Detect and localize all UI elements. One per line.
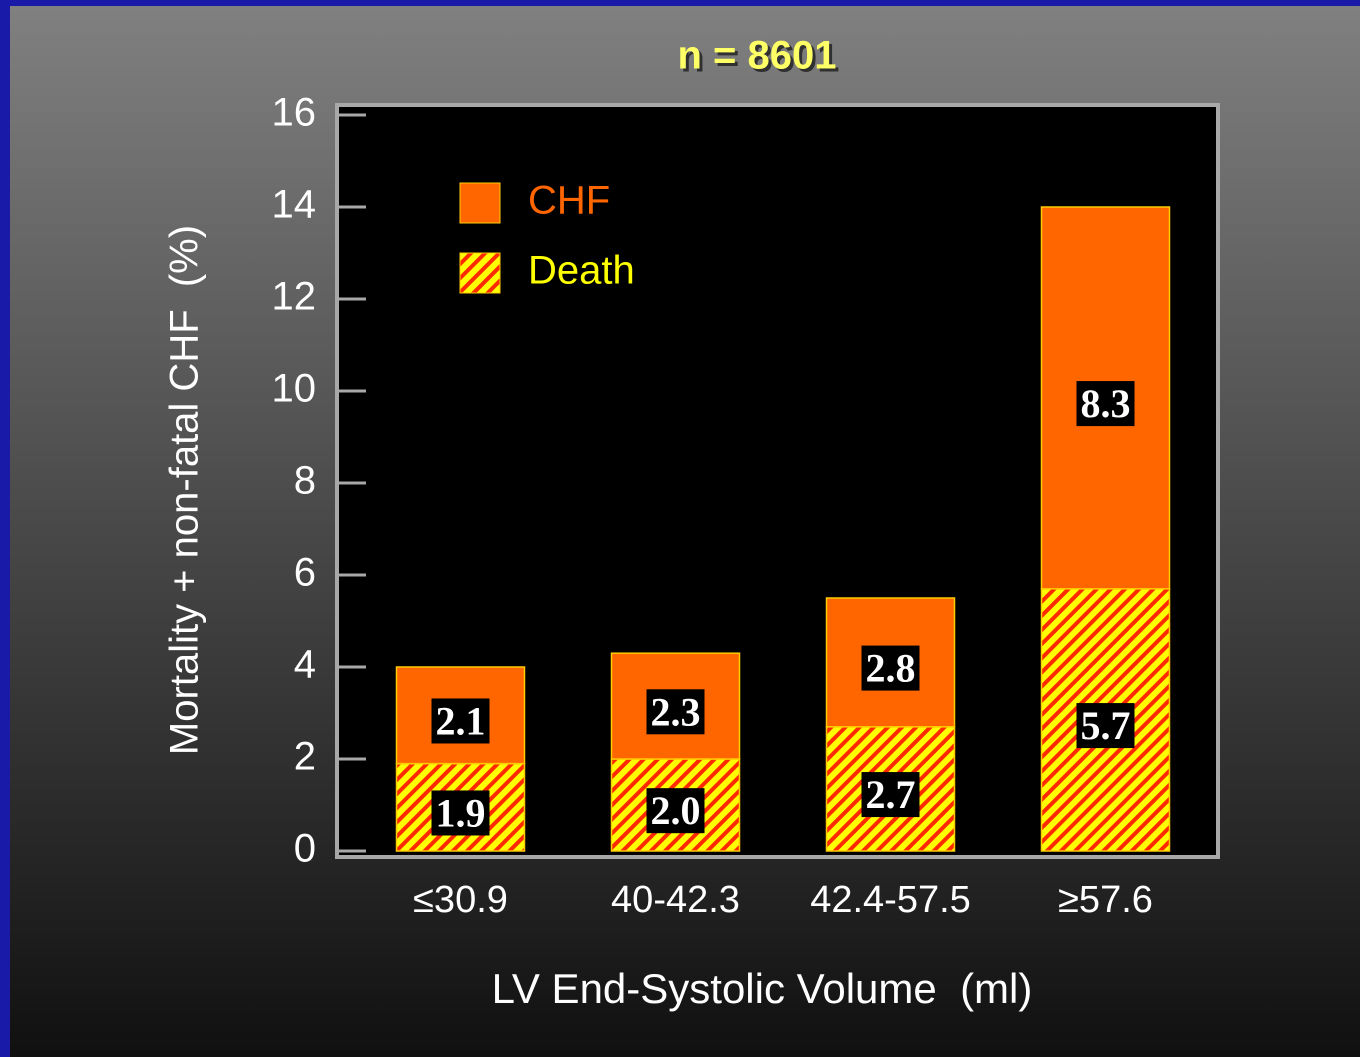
y-tick-label: 2	[294, 735, 316, 779]
value-label-box	[861, 772, 920, 818]
legend-swatch	[459, 182, 501, 224]
value-label-text: 2.0	[651, 788, 701, 833]
x-tick-label: 42.4-57.5	[810, 879, 971, 921]
y-tick-label: 4	[294, 643, 316, 687]
value-label-text: 2.7	[866, 772, 916, 817]
value-label: 8.3	[1076, 381, 1135, 427]
value-label-box	[646, 689, 705, 735]
y-tick-label: 8	[294, 459, 316, 503]
value-label-box	[861, 645, 920, 691]
value-label-box	[646, 788, 705, 834]
value-label-box	[431, 698, 490, 744]
value-label: 2.1	[431, 698, 490, 744]
chart-title: n = 8601	[677, 34, 836, 78]
legend-swatch	[459, 252, 501, 294]
x-tick-label: ≥57.6	[1058, 879, 1153, 921]
value-label: 2.8	[861, 645, 920, 691]
legend-label: CHF	[528, 179, 610, 223]
y-tick-label: 14	[272, 183, 317, 227]
y-tick-label: 10	[272, 367, 317, 411]
value-label-text: 2.8	[866, 646, 916, 691]
value-label-text: 5.7	[1081, 703, 1131, 748]
y-tick-label: 0	[294, 827, 316, 871]
x-axis-label: LV End-Systolic Volume (ml)	[492, 965, 1033, 1012]
x-tick-label: 40-42.3	[611, 879, 740, 921]
x-tick-label: ≤30.9	[413, 879, 508, 921]
value-label-text: 2.3	[651, 689, 701, 734]
value-label: 2.7	[861, 772, 920, 818]
value-label-text: 8.3	[1081, 381, 1131, 426]
value-label: 5.7	[1076, 703, 1135, 749]
value-label-box	[1076, 703, 1135, 749]
value-label: 2.0	[646, 788, 705, 834]
value-label-box	[431, 790, 490, 836]
y-axis-label: Mortality + non-fatal CHF (%)	[163, 225, 207, 755]
value-label-box	[1076, 381, 1135, 427]
legend-label: Death	[528, 249, 635, 293]
title-shadow: n = 8601	[680, 37, 839, 81]
y-tick-label: 6	[294, 551, 316, 595]
value-label-text: 1.9	[436, 790, 486, 835]
y-tick-label: 12	[272, 275, 317, 319]
value-label: 2.3	[646, 689, 705, 735]
value-label-text: 2.1	[436, 698, 486, 743]
value-label: 1.9	[431, 790, 490, 836]
y-tick-label: 16	[272, 91, 317, 135]
